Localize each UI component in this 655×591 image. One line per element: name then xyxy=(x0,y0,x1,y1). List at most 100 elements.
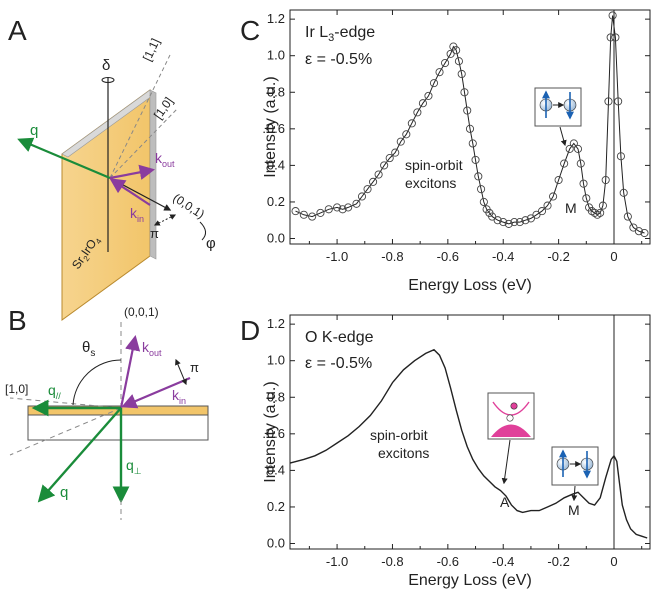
plot-d-strain: ε = -0.5% xyxy=(305,355,372,372)
x-tick-label: -0.4 xyxy=(492,554,514,569)
data-point xyxy=(374,170,383,179)
dir-001-label-b: (0,0,1) xyxy=(124,305,159,319)
data-point xyxy=(493,216,502,225)
plot-c-strain: ε = -0.5% xyxy=(305,51,372,68)
data-point xyxy=(629,223,638,232)
plot-d-ylabel: Intensity (a.u.) xyxy=(262,381,279,482)
data-point xyxy=(316,208,325,217)
y-tick-label: 0.6 xyxy=(267,426,285,441)
plot-c-markers xyxy=(291,11,649,238)
x-tick-label: -0.6 xyxy=(437,249,459,264)
plot-d-A-arrow xyxy=(501,439,511,485)
data-point xyxy=(510,218,519,227)
plot-c-frame xyxy=(289,9,651,245)
data-point xyxy=(582,194,591,203)
data-point xyxy=(363,185,372,194)
dir-10-label-b: [1,0] xyxy=(5,382,28,396)
data-point xyxy=(504,219,513,228)
kin-label-a: kin xyxy=(130,205,144,224)
data-point xyxy=(479,197,488,207)
kin-label-b: kin xyxy=(172,387,186,406)
y-tick-label: 0.4 xyxy=(267,462,285,477)
q-vector-a xyxy=(17,137,111,180)
x-tick-label: -0.4 xyxy=(492,249,514,264)
phi-rotation-icon xyxy=(199,221,206,241)
data-point xyxy=(532,210,541,219)
x-tick-label: -1.0 xyxy=(326,249,348,264)
pi-label-b: π xyxy=(190,360,199,375)
y-tick-label: 0.0 xyxy=(267,231,285,246)
data-point xyxy=(407,119,416,128)
x-tick-label: -0.8 xyxy=(381,554,403,569)
data-point xyxy=(608,11,617,20)
x-tick-label: 0 xyxy=(610,249,617,264)
data-point xyxy=(418,99,427,108)
panel-d-label: D xyxy=(240,315,260,346)
q-label-b: q xyxy=(60,484,68,501)
y-tick-label: 1.2 xyxy=(267,316,285,331)
data-point xyxy=(593,210,602,219)
data-point xyxy=(515,218,524,227)
data-point xyxy=(596,208,605,217)
data-point xyxy=(537,207,547,216)
dir-001-label: (0,0,1) xyxy=(170,191,207,222)
q-vector-b xyxy=(37,407,122,503)
data-point xyxy=(402,130,411,139)
x-tick-label: -0.2 xyxy=(547,554,569,569)
data-point xyxy=(457,69,466,79)
data-point xyxy=(324,205,333,214)
panel-b-label: B xyxy=(8,305,27,336)
kin-vector-a xyxy=(109,178,151,206)
plot-c-title: Ir L3-edge xyxy=(305,24,375,44)
data-point xyxy=(616,152,625,161)
data-point xyxy=(396,137,405,146)
magnon-icon-c xyxy=(534,87,582,127)
data-point xyxy=(471,155,480,164)
plot-d-xlabel: Energy Loss (eV) xyxy=(408,572,532,589)
x-tick-label: -1.0 xyxy=(326,554,348,569)
data-point xyxy=(446,49,455,58)
data-point xyxy=(474,172,483,181)
q-label-a: q xyxy=(30,122,38,139)
data-point xyxy=(468,139,477,148)
data-point xyxy=(560,159,569,168)
data-point xyxy=(576,159,585,168)
dir-11-label: [1,1] xyxy=(140,36,163,63)
plot-c-M-label: M xyxy=(565,200,577,216)
panel-a-label: A xyxy=(8,15,27,46)
y-tick-label: 0.4 xyxy=(267,157,285,172)
magnon-icon-d xyxy=(551,446,599,486)
plot-c-M-arrow xyxy=(559,126,567,147)
data-point xyxy=(543,201,552,210)
data-point xyxy=(526,214,535,223)
data-point xyxy=(565,144,574,153)
data-point xyxy=(291,207,300,216)
data-point xyxy=(452,46,461,55)
plot-d-excitons-2: excitons xyxy=(378,445,429,461)
data-point xyxy=(435,68,444,77)
data-point xyxy=(344,203,353,212)
kout-label-b: kout xyxy=(142,339,162,358)
theta-arc xyxy=(72,359,122,406)
q-parallel-label: q// xyxy=(48,382,61,401)
plot-d-frame xyxy=(289,314,651,550)
q-perp-label: q⊥ xyxy=(126,457,142,476)
dir-10-line-b xyxy=(9,397,122,409)
plot-c-excitons-1: spin-orbit xyxy=(405,157,463,173)
data-point xyxy=(640,228,649,238)
data-point xyxy=(460,88,469,97)
plot-d-A-label: A xyxy=(500,494,510,510)
y-tick-label: 1.0 xyxy=(267,353,285,368)
plot-d-title: O K-edge xyxy=(305,329,374,346)
data-point xyxy=(601,175,610,185)
data-point xyxy=(308,212,317,221)
panel-a: A δ [1,1] [1,0] (0,0,1) φ π q kout kin S… xyxy=(8,15,216,321)
y-tick-label: 0.8 xyxy=(267,389,285,404)
data-point xyxy=(569,139,578,148)
plot-d-ticks: -1.0 -0.8 -0.6 -0.4 -0.2 0 0.0 0.2 0.4 0.6 0.8 1.0 1… xyxy=(267,315,650,569)
data-point xyxy=(454,57,463,66)
y-tick-label: 0.2 xyxy=(267,194,285,209)
data-point xyxy=(299,210,308,219)
x-tick-label: -0.6 xyxy=(437,554,459,569)
exciton-icon-d xyxy=(487,392,535,440)
